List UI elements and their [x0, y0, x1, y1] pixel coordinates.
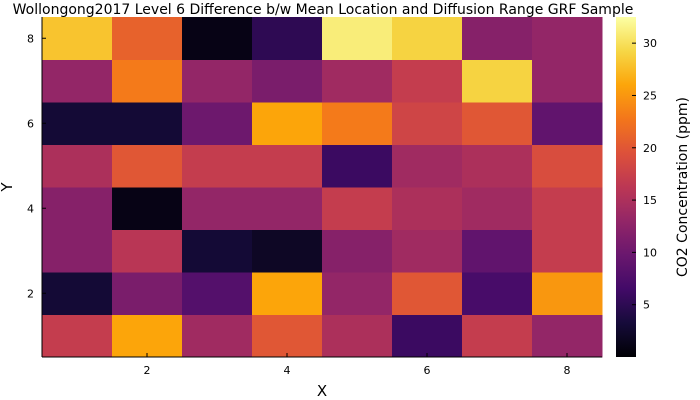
- y-axis-ticks: 2 4 6 8: [27, 32, 46, 300]
- heatmap-cell-x7-y6: [462, 102, 533, 145]
- x-tick-label: 8: [564, 364, 571, 377]
- heatmap-cell-x6-y5: [392, 144, 463, 188]
- heatmap-cell-x1-y2: [42, 272, 113, 315]
- heatmap-cell-x1-y4: [42, 187, 113, 230]
- heatmap-cell-x8-y5: [532, 144, 603, 188]
- heatmap-cell-x7-y2: [462, 272, 533, 315]
- x-tick-label: 2: [144, 364, 151, 377]
- colorbar-ticks: 5 10 15 20 25 30: [632, 37, 657, 312]
- heatmap-cell-x6-y8: [392, 17, 463, 60]
- colorbar-tick-label: 25: [643, 89, 657, 102]
- heatmap-cell-x3-y2: [182, 272, 253, 315]
- heatmap-cell-x3-y1: [182, 314, 253, 358]
- heatmap-cell-x8-y1: [532, 314, 603, 358]
- heatmap-cell-x1-y6: [42, 102, 113, 145]
- x-axis-ticks: 2 4 6 8: [144, 353, 571, 377]
- heatmap-cell-x1-y3: [42, 229, 113, 273]
- heatmap-cell-x7-y8: [462, 17, 533, 60]
- x-tick-label: 4: [284, 364, 291, 377]
- y-tick-label: 8: [27, 32, 34, 45]
- heatmap-cell-x5-y1: [322, 314, 393, 358]
- heatmap-cell-x4-y8: [252, 17, 323, 60]
- heatmap-cell-x4-y7: [252, 59, 323, 103]
- heatmap-cell-x5-y5: [322, 144, 393, 188]
- heatmap-cell-x7-y4: [462, 187, 533, 230]
- heatmap-cell-x7-y7: [462, 59, 533, 103]
- heatmap-cell-x3-y5: [182, 144, 253, 188]
- heatmap-cell-x6-y7: [392, 59, 463, 103]
- chart-title: Wollongong2017 Level 6 Difference b/w Me…: [13, 2, 634, 18]
- heatmap-cells: [42, 17, 603, 358]
- heatmap-cell-x2-y8: [112, 17, 183, 60]
- heatmap-cell-x8-y4: [532, 187, 603, 230]
- heatmap-cell-x5-y2: [322, 272, 393, 315]
- y-tick-label: 6: [27, 117, 34, 130]
- heatmap-cell-x8-y7: [532, 59, 603, 103]
- colorbar-tick-label: 10: [643, 246, 657, 259]
- heatmap-cell-x1-y5: [42, 144, 113, 188]
- heatmap-cell-x2-y5: [112, 144, 183, 188]
- heatmap-cell-x4-y5: [252, 144, 323, 188]
- heatmap-cell-x3-y8: [182, 17, 253, 60]
- y-axis-label: Y: [0, 182, 16, 193]
- heatmap-cell-x5-y7: [322, 59, 393, 103]
- heatmap-cell-x6-y2: [392, 272, 463, 315]
- colorbar-label: CO2 Concentration (ppm): [675, 97, 691, 277]
- heatmap-cell-x7-y1: [462, 314, 533, 358]
- colorbar-tick-label: 5: [643, 299, 650, 312]
- colorbar: [616, 17, 636, 357]
- heatmap-cell-x4-y3: [252, 229, 323, 273]
- heatmap-cell-x8-y8: [532, 17, 603, 60]
- colorbar-tick-label: 15: [643, 194, 657, 207]
- y-tick-label: 2: [27, 287, 34, 300]
- heatmap-cell-x7-y3: [462, 229, 533, 273]
- heatmap-cell-x3-y3: [182, 229, 253, 273]
- heatmap-cell-x2-y3: [112, 229, 183, 273]
- heatmap-cell-x5-y3: [322, 229, 393, 273]
- heatmap-cell-x8-y2: [532, 272, 603, 315]
- heatmap-cell-x6-y3: [392, 229, 463, 273]
- heatmap-cell-x6-y4: [392, 187, 463, 230]
- heatmap-cell-x6-y6: [392, 102, 463, 145]
- heatmap-cell-x1-y8: [42, 17, 113, 60]
- heatmap-cell-x2-y2: [112, 272, 183, 315]
- heatmap-cell-x4-y1: [252, 314, 323, 358]
- heatmap-cell-x3-y6: [182, 102, 253, 145]
- heatmap-cell-x4-y6: [252, 102, 323, 145]
- y-tick-label: 4: [27, 202, 34, 215]
- heatmap-cell-x1-y7: [42, 59, 113, 103]
- heatmap-cell-x4-y4: [252, 187, 323, 230]
- heatmap-cell-x4-y2: [252, 272, 323, 315]
- heatmap-cell-x3-y7: [182, 59, 253, 103]
- heatmap-cell-x5-y4: [322, 187, 393, 230]
- heatmap-cell-x5-y6: [322, 102, 393, 145]
- heatmap-cell-x6-y1: [392, 314, 463, 358]
- heatmap-cell-x2-y6: [112, 102, 183, 145]
- heatmap-cell-x2-y7: [112, 59, 183, 103]
- heatmap-cell-x7-y5: [462, 144, 533, 188]
- heatmap-cell-x8-y6: [532, 102, 603, 145]
- x-axis-label: X: [317, 382, 327, 400]
- heatmap-cell-x2-y1: [112, 314, 183, 358]
- plot-frame: [41, 17, 602, 358]
- colorbar-tick-label: 20: [643, 142, 657, 155]
- heatmap-cell-x3-y4: [182, 187, 253, 230]
- heatmap-cell-x5-y8: [322, 17, 393, 60]
- heatmap-cell-x8-y3: [532, 229, 603, 273]
- heatmap-cell-x1-y1: [42, 314, 113, 358]
- x-tick-label: 6: [424, 364, 431, 377]
- colorbar-tick-label: 30: [643, 37, 657, 50]
- heatmap-cell-x2-y4: [112, 187, 183, 230]
